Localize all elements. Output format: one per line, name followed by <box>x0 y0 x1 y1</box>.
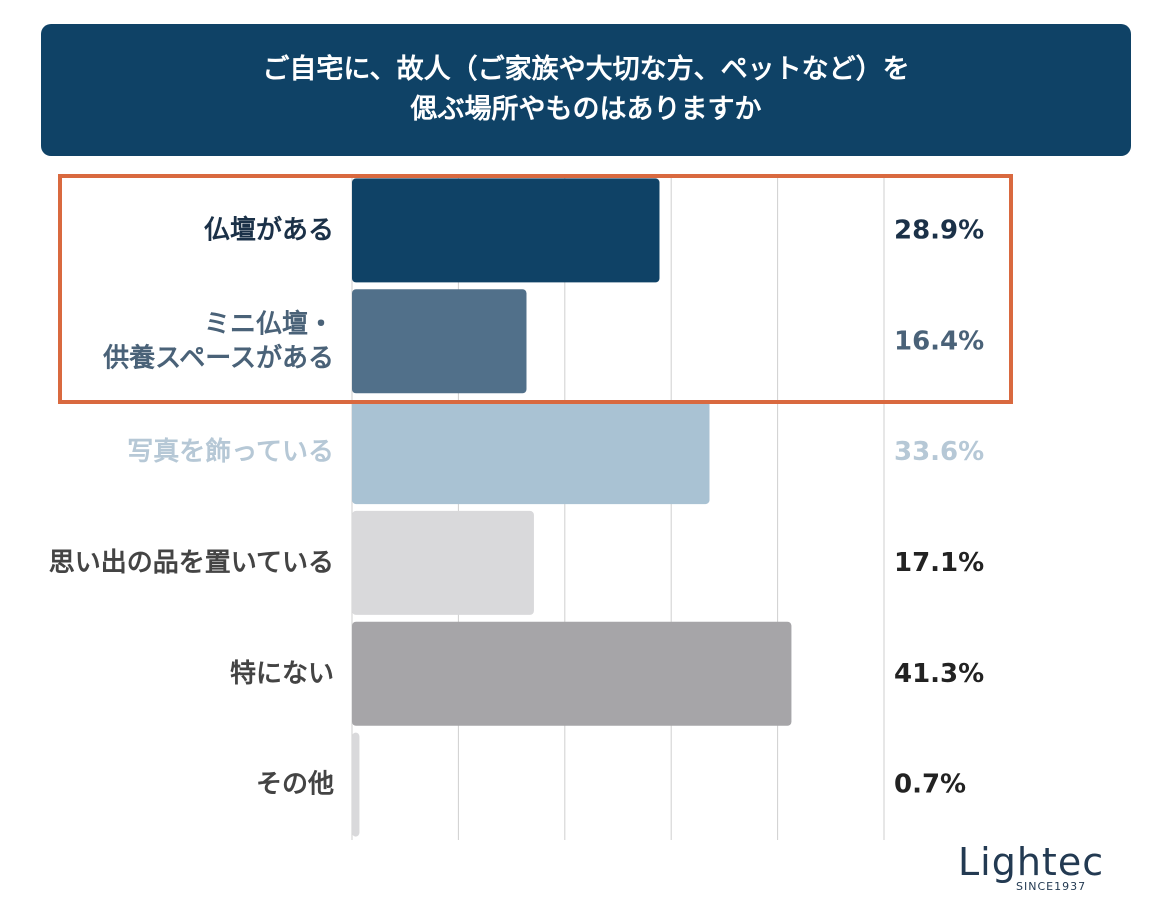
category-label: 供養スペースがある <box>102 342 334 373</box>
category-label: 特にない <box>230 658 334 689</box>
value-label: 17.1% <box>894 548 984 578</box>
value-label: 28.9% <box>894 215 984 245</box>
bar <box>352 400 710 505</box>
category-label: ミニ仏壇・ <box>204 308 334 339</box>
value-label: 0.7% <box>894 770 966 800</box>
logo-tagline: SINCE1937 <box>1016 880 1087 893</box>
bar <box>352 289 527 394</box>
chart-title: ご自宅に、故人（ご家族や大切な方、ペットなど）を 偲ぶ場所やものはありますか <box>41 24 1131 156</box>
chart-title-line-2: 偲ぶ場所やものはありますか <box>410 94 762 125</box>
value-label: 33.6% <box>894 437 984 467</box>
bar <box>352 621 792 726</box>
category-label: その他 <box>256 770 334 800</box>
logo-name: Lightec <box>958 840 1105 884</box>
chart-title-line-1: ご自宅に、故人（ご家族や大切な方、ペットなど）を <box>262 54 910 85</box>
highlight-frame <box>58 174 1013 404</box>
lightec-logo: Lightec SINCE1937 <box>958 842 1103 893</box>
category-label: 思い出の品を置いている <box>49 548 334 578</box>
bar <box>352 732 360 837</box>
category-label: 仏壇がある <box>204 214 334 245</box>
value-label: 16.4% <box>894 326 984 356</box>
category-label: 写真を飾っている <box>127 436 334 467</box>
value-label: 41.3% <box>894 659 984 689</box>
bar <box>352 178 660 283</box>
bar <box>352 510 534 615</box>
